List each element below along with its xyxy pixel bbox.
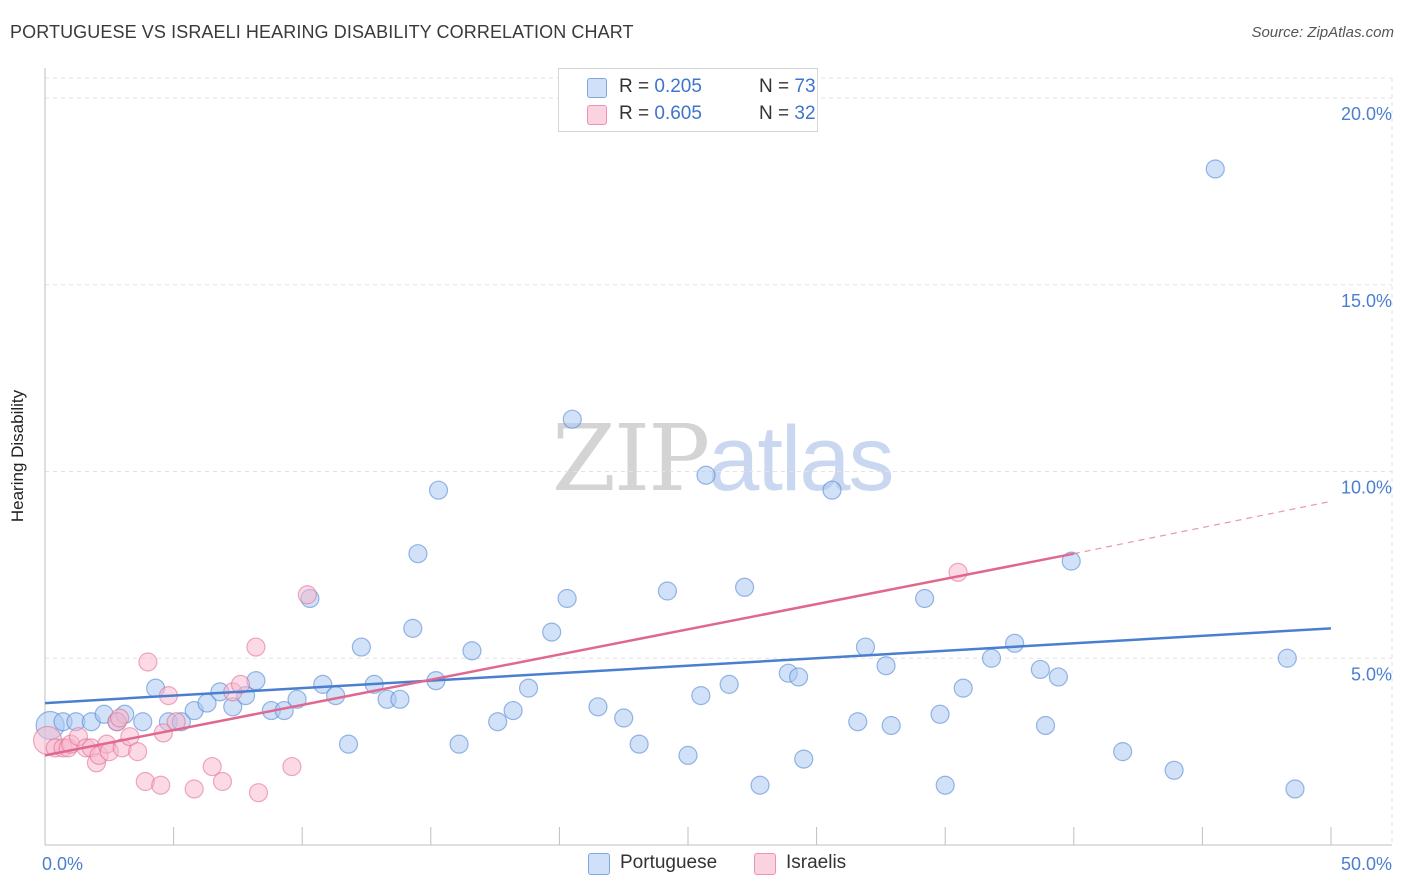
data-point-portuguese [855,637,876,657]
y-tick-label: 10.0% [1341,478,1392,498]
x-tick-label: 0.0% [42,854,83,874]
data-point-portuguese [881,715,901,736]
x-tick-label: 50.0% [1341,854,1392,874]
legend-swatch-portuguese [587,78,607,98]
legend-n-label: N = [759,103,790,124]
axes [44,68,1392,846]
data-point-portuguese [822,480,842,500]
legend-r-value: 0.205 [654,76,702,97]
data-point-portuguese [518,678,539,698]
data-point-portuguese [794,749,814,769]
data-point-portuguese [696,465,716,485]
data-point-portuguese [788,667,809,687]
data-point-portuguese [1113,742,1133,762]
data-point-portuguese [403,618,423,638]
data-point-portuguese [133,712,153,732]
legend-r-value: 0.605 [654,103,702,124]
y-tick-label: 20.0% [1341,104,1392,124]
watermark: ZIPatlas [552,405,895,512]
legend-n-label: N = [759,76,790,97]
data-point-portuguese [588,697,608,717]
series-israelis [32,562,968,803]
data-point-portuguese [876,656,896,676]
data-point-portuguese [408,544,428,564]
data-point-portuguese [542,622,562,642]
watermark-atlas: atlas [708,408,894,510]
data-point-portuguese [1285,779,1305,799]
y-tick-label: 5.0% [1351,664,1392,684]
trend-lines [44,500,1332,757]
data-point-portuguese [750,775,770,795]
data-point-israelis [248,783,269,803]
data-point-portuguese [629,734,649,754]
data-point-portuguese [1205,159,1225,179]
bottom-legend-swatch-israelis [754,853,776,875]
data-point-portuguese [488,712,508,732]
data-point-portuguese [1061,551,1081,571]
bottom-legend-swatch-portuguese [588,853,610,875]
bottom-legend-label-israelis: Israelis [786,852,847,873]
data-point-israelis [202,756,222,777]
data-point-portuguese [338,734,359,754]
data-point-portuguese [326,685,346,706]
bottom-legend-label-portuguese: Portuguese [620,852,718,873]
data-point-portuguese [1005,633,1025,653]
series-portuguese [35,159,1305,799]
data-point-portuguese [462,641,482,661]
legend-swatch-israelis [587,105,607,125]
data-point-portuguese [428,480,449,500]
legend-box: R = 0.205 N = 73 R = 0.605 N = 32 [558,68,818,132]
trend-line-portuguese [44,627,1332,705]
data-point-portuguese [981,648,1002,668]
chart-title: PORTUGUESE VS ISRAELI HEARING DISABILITY… [10,22,634,42]
data-point-portuguese [562,409,582,429]
legend-r-label: R = [619,76,650,97]
data-point-israelis [297,585,317,605]
data-point-israelis [246,637,266,657]
data-point-israelis [138,652,158,672]
data-point-portuguese [1277,648,1297,668]
data-point-portuguese [678,745,698,765]
data-point-portuguese [503,700,523,721]
y-tick-label: 15.0% [1341,291,1392,311]
tick-labels: 5.0% 10.0% 15.0% 20.0% 0.0% 50.0% [42,104,1392,874]
legend-r-label: R = [619,103,650,124]
data-point-portuguese [449,734,469,754]
data-point-portuguese [390,689,410,709]
data-point-israelis [230,674,251,694]
source-label: Source: ZipAtlas.com [1251,24,1394,41]
data-point-portuguese [1035,715,1056,736]
data-point-portuguese [1048,667,1068,687]
data-point-portuguese [614,708,634,728]
data-point-israelis [184,779,204,799]
data-point-israelis [127,742,148,762]
legend-n-value: 73 [794,76,816,97]
data-point-portuguese [930,704,950,724]
data-points [32,159,1305,803]
legend-n-value: 32 [794,103,816,124]
data-point-portuguese [351,637,371,657]
data-point-israelis [212,771,233,792]
data-point-israelis [282,756,302,777]
data-point-israelis [109,708,130,728]
data-point-portuguese [1030,659,1050,680]
data-point-portuguese [691,685,711,706]
trend-line-extension-israelis [1073,500,1332,555]
data-point-portuguese [1164,760,1184,780]
grid-lines [45,77,1393,845]
data-point-portuguese [953,678,973,698]
data-point-portuguese [657,581,678,601]
data-point-portuguese [557,588,577,609]
data-point-portuguese [915,588,935,609]
data-point-portuguese [935,775,955,795]
data-point-portuguese [719,674,739,694]
data-point-portuguese [313,674,333,694]
data-point-israelis [151,775,171,795]
data-point-portuguese [848,712,868,732]
data-point-portuguese [734,577,755,597]
trend-line-israelis [44,552,1075,757]
